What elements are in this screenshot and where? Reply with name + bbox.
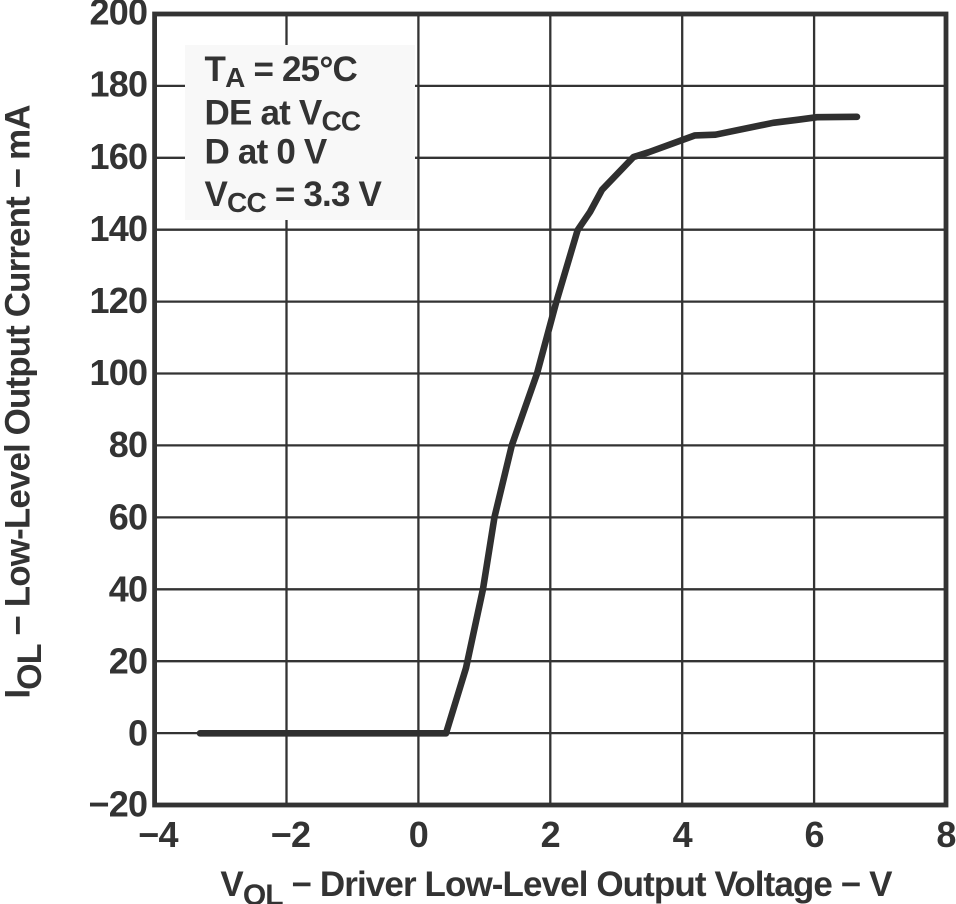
svg-text:−4: −4	[138, 814, 178, 855]
svg-text:0: 0	[128, 713, 147, 754]
svg-text:100: 100	[90, 352, 148, 393]
svg-text:120: 120	[90, 280, 148, 321]
svg-text:200: 200	[90, 0, 148, 33]
svg-text:180: 180	[90, 64, 148, 105]
svg-text:6: 6	[804, 814, 823, 855]
svg-text:40: 40	[109, 568, 147, 609]
svg-text:4: 4	[673, 814, 693, 855]
svg-text:2: 2	[541, 814, 560, 855]
svg-text:8: 8	[936, 814, 955, 855]
svg-text:60: 60	[109, 496, 147, 537]
svg-text:−20: −20	[89, 784, 148, 825]
svg-text:VOL − Driver Low-Level Output: VOL − Driver Low-Level Output Voltage − …	[220, 865, 893, 904]
svg-text:TA = 25°C: TA = 25°C	[205, 50, 358, 93]
svg-text:160: 160	[90, 136, 148, 177]
svg-text:−2: −2	[271, 814, 310, 855]
svg-text:0: 0	[409, 814, 428, 855]
svg-text:VCC = 3.3 V: VCC = 3.3 V	[205, 175, 383, 218]
svg-text:D at 0 V: D at 0 V	[205, 133, 328, 172]
svg-text:140: 140	[90, 208, 148, 249]
svg-text:80: 80	[109, 424, 147, 465]
svg-text:20: 20	[109, 640, 147, 681]
